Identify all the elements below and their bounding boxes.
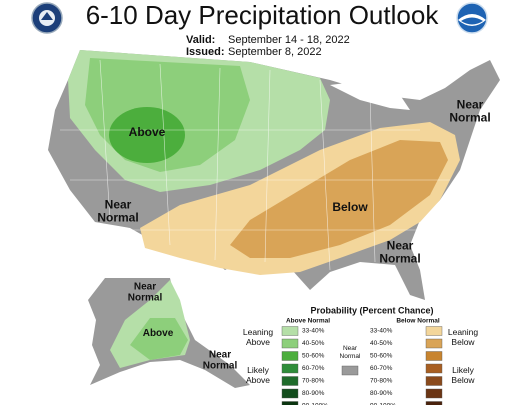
map-label-line: Below — [332, 200, 368, 214]
below-40-area — [230, 140, 448, 258]
map-label-line: Near — [387, 239, 414, 253]
doc-logo — [31, 2, 63, 34]
leaning-below: Leaning Below — [448, 327, 479, 347]
map-label-line: Above — [143, 328, 174, 339]
leaning-above: Leaning Above — [243, 327, 274, 347]
issued-label: Issued: — [186, 46, 225, 58]
likely-above-line: Above — [246, 375, 270, 385]
above-swatch — [281, 388, 299, 399]
map-label-line: Normal — [203, 360, 238, 371]
below-swatch — [425, 351, 443, 361]
legend: Probability (Percent Chance) Above Norma… — [243, 305, 479, 405]
near-label: Near Normal — [340, 345, 362, 360]
above-swatch — [281, 326, 299, 336]
map-label: Near Normal — [449, 98, 490, 125]
map-label-line: Above — [129, 125, 166, 139]
above-class-label: 70-80% — [302, 378, 325, 385]
below-swatch — [425, 376, 443, 386]
map-label: Near Normal — [379, 239, 420, 266]
below-swatch — [425, 338, 443, 349]
below-class-label: 80-90% — [370, 390, 393, 397]
state-lines — [60, 59, 450, 271]
likely-below-line: Below — [451, 375, 475, 385]
map-label-line: Near — [105, 198, 132, 212]
conus-map — [48, 50, 500, 300]
below-class-label: 50-60% — [370, 353, 393, 360]
leaning-above-line: Leaning — [243, 327, 274, 337]
leaning-above-line: Above — [246, 337, 270, 347]
title: 6-10 Day Precipitation Outlook — [86, 0, 440, 30]
below-class-label: 70-80% — [370, 378, 393, 385]
map-label: Below — [332, 200, 368, 214]
valid-label: Valid: — [186, 34, 215, 46]
above-header: Above Normal — [286, 318, 330, 325]
near-label-line: Near — [343, 345, 358, 352]
above-swatch — [281, 401, 299, 405]
map-label-line: Normal — [449, 111, 490, 125]
above-swatch — [281, 351, 299, 361]
below-swatch — [425, 363, 443, 374]
below-class-label: 60-70% — [370, 365, 393, 372]
likely-below-line: Likely — [452, 365, 474, 375]
issued-date: September 8, 2022 — [228, 46, 322, 58]
below-swatch — [425, 388, 443, 399]
above-swatch — [281, 338, 299, 349]
map-label-line: Normal — [97, 211, 138, 225]
leaning-below-line: Below — [451, 337, 475, 347]
above-class-label: 33-40% — [302, 328, 325, 335]
legend-title: Probability (Percent Chance) — [310, 305, 433, 315]
below-header: Below Normal — [396, 318, 440, 325]
map-label-line: Normal — [379, 252, 420, 266]
above-class-label: 90-100% — [302, 403, 328, 405]
map-label-line: Normal — [128, 292, 163, 303]
map-label: Near Normal — [203, 349, 238, 371]
above-class-label: 80-90% — [302, 390, 325, 397]
below-class-label: 33-40% — [370, 328, 393, 335]
map-label-line: Near — [134, 281, 156, 292]
likely-above-line: Likely — [247, 365, 269, 375]
above-class-label: 60-70% — [302, 365, 325, 372]
map-label: Above — [129, 125, 166, 139]
above-class-label: 40-50% — [302, 340, 325, 347]
map-label-line: Near — [457, 98, 484, 112]
valid-dates: September 14 - 18, 2022 — [228, 34, 350, 46]
alaska-above-40 — [130, 318, 188, 360]
map-label: Above — [143, 328, 174, 339]
above-50-area — [109, 107, 185, 163]
alaska-map — [88, 278, 250, 388]
below-swatch — [425, 326, 443, 336]
map-label: Near Normal — [97, 198, 138, 225]
above-class-label: 50-60% — [302, 353, 325, 360]
below-class-label: 90-100% — [370, 403, 396, 405]
above-swatch — [281, 363, 299, 374]
great-lakes — [330, 80, 410, 110]
likely-above: Likely Above — [246, 365, 270, 385]
noaa-logo — [456, 2, 488, 34]
above-swatch — [281, 376, 299, 386]
likely-below: Likely Below — [451, 365, 475, 385]
map-label-line: Near — [209, 349, 231, 360]
below-swatch — [425, 401, 443, 405]
near-swatch — [341, 365, 359, 376]
near-label-line: Normal — [340, 353, 362, 360]
below-class-label: 40-50% — [370, 340, 393, 347]
leaning-below-line: Leaning — [448, 327, 479, 337]
map-label: Near Normal — [128, 281, 163, 303]
